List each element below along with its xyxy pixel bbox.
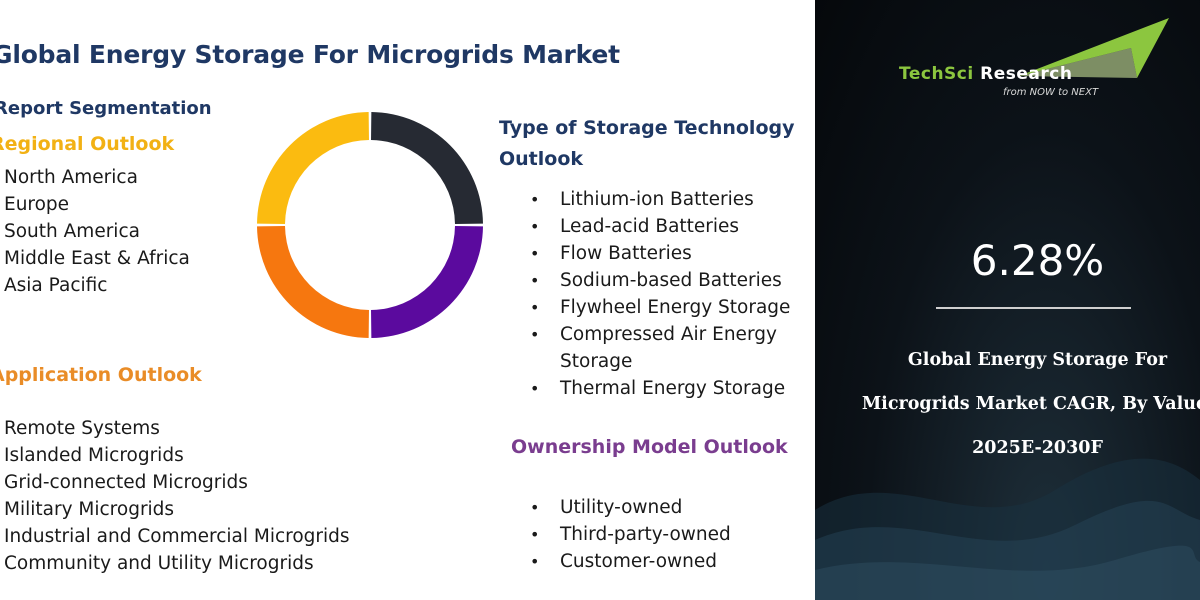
application-item: Grid-connected Microgrids: [4, 472, 248, 493]
application-outlook-list: Remote Systems Islanded Microgrids Grid-…: [4, 415, 350, 577]
ownership-item: Utility-owned: [530, 494, 815, 521]
regional-item: Europe: [4, 194, 70, 215]
cagr-divider: [936, 307, 1131, 309]
logo-tagline: from NOW to NEXT: [1003, 87, 1099, 98]
techsci-logo: TechSci Research from NOW to NEXT: [899, 18, 1169, 108]
logo-wordmark: TechSci Research: [899, 64, 1073, 84]
donut-segment-dark: [371, 112, 483, 224]
report-segmentation-label: Report Segmentation: [0, 98, 212, 119]
storage-item: Thermal Energy Storage: [530, 375, 815, 402]
application-item: Community and Utility Microgrids: [4, 553, 314, 574]
application-item: Islanded Microgrids: [4, 445, 184, 466]
cagr-panel: TechSci Research from NOW to NEXT 6.28% …: [815, 0, 1200, 600]
storage-item: Lithium-ion Batteries: [530, 186, 815, 213]
regional-item: North America: [4, 167, 138, 188]
application-item: Remote Systems: [4, 418, 160, 439]
regional-item: Middle East & Africa: [4, 248, 190, 269]
segmentation-panel: Global Energy Storage For Microgrids Mar…: [0, 0, 815, 600]
storage-technology-list: Lithium-ion Batteries Lead-acid Batterie…: [530, 186, 815, 402]
cagr-caption-line: 2025E-2030F: [972, 438, 1103, 458]
cagr-caption-line: Global Energy Storage For: [907, 350, 1168, 370]
application-outlook-heading: Application Outlook: [0, 364, 202, 386]
regional-outlook-list: North America Europe South America Middl…: [4, 164, 190, 299]
background-wave: [815, 458, 1200, 600]
segmentation-donut: [257, 112, 483, 338]
donut-segment-purple: [371, 226, 483, 338]
cagr-caption-line: Microgrids Market CAGR, By Value,: [861, 394, 1200, 414]
cagr-value: 6.28%: [970, 236, 1105, 285]
storage-technology-heading: Type of Storage Technology Outlook: [499, 117, 795, 170]
donut-segment-yellow: [257, 112, 369, 224]
storage-item: Flywheel Energy Storage: [530, 294, 815, 321]
storage-item: Flow Batteries: [530, 240, 815, 267]
ownership-model-list: Utility-owned Third-party-owned Customer…: [530, 494, 815, 575]
regional-item: Asia Pacific: [4, 275, 108, 296]
page-title: Global Energy Storage For Microgrids Mar…: [0, 40, 620, 69]
cagr-caption: Global Energy Storage For Microgrids Mar…: [815, 338, 1200, 470]
donut-segment-orange: [257, 226, 369, 338]
storage-item: Sodium-based Batteries: [530, 267, 815, 294]
application-item: Industrial and Commercial Microgrids: [4, 526, 350, 547]
ownership-item: Third-party-owned: [530, 521, 815, 548]
ownership-item: Customer-owned: [530, 548, 815, 575]
regional-outlook-heading: Regional Outlook: [0, 133, 175, 155]
ownership-model-heading: Ownership Model Outlook: [511, 436, 788, 458]
logo-swoosh-icon: [1019, 18, 1169, 78]
application-item: Military Microgrids: [4, 499, 175, 520]
storage-item: Compressed Air Energy Storage: [530, 321, 815, 375]
storage-item: Lead-acid Batteries: [530, 213, 815, 240]
regional-item: South America: [4, 221, 140, 242]
